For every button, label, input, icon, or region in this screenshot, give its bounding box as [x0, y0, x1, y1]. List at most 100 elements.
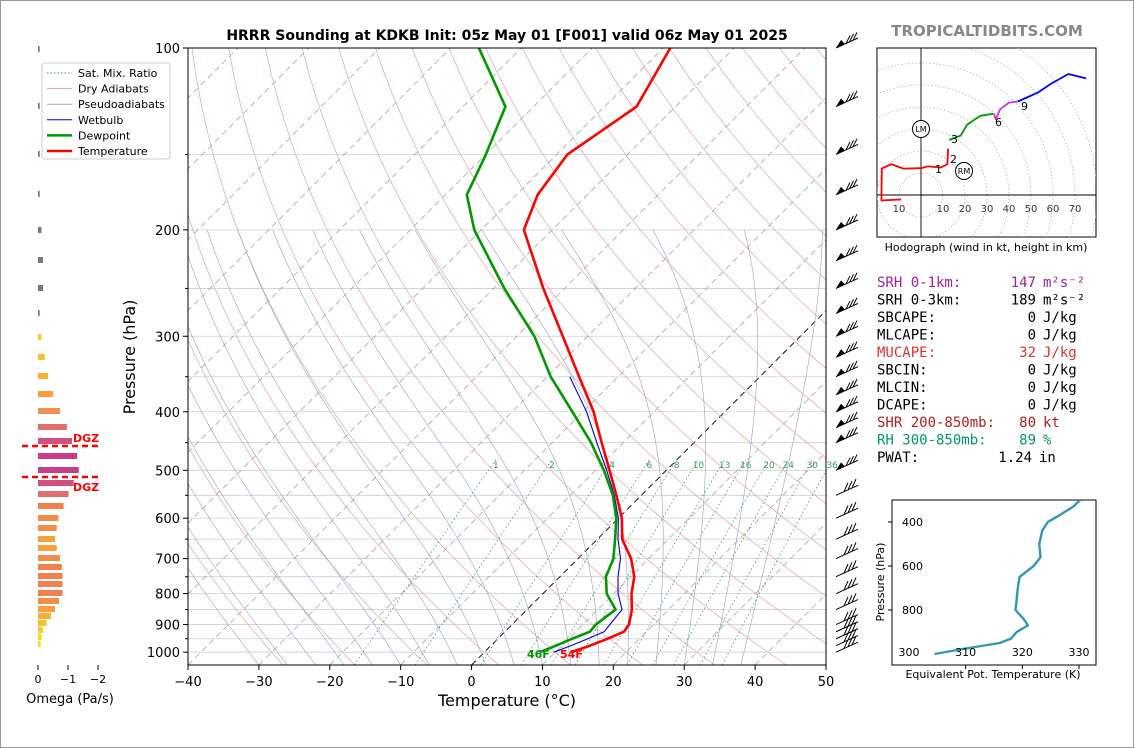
mixing-ratio-line [603, 459, 725, 665]
wind-barb [835, 411, 859, 429]
omega-bar [38, 408, 61, 414]
hodograph-trace [927, 148, 949, 169]
wind-barb [835, 213, 859, 231]
wind-barb [835, 297, 859, 314]
legend-label: Temperature [77, 145, 148, 158]
y-tick-label: 300 [155, 330, 180, 345]
index-row: RH 300-850mb: 89% [877, 433, 1052, 449]
theta-e-y-tick-label: 600 [902, 560, 923, 573]
index-value: 0 [1028, 363, 1036, 379]
index-unit: in [1039, 450, 1056, 466]
y-tick-label: 600 [155, 512, 180, 527]
omega-bar [38, 103, 40, 109]
y-axis-ticks: 100 200 300 400 500 600 700 800 900 1000 [147, 42, 188, 661]
index-label: SBCIN: [877, 363, 928, 379]
omega-bar [38, 503, 64, 509]
wind-barb [835, 138, 859, 155]
index-unit: J/kg [1043, 398, 1077, 414]
pseudoadiabat [237, 229, 486, 665]
omega-bar [38, 480, 74, 486]
dry-adiabat [228, 48, 643, 665]
storm-motion-marker [912, 120, 930, 138]
omega-bar [38, 373, 49, 379]
isotherm [471, 309, 826, 665]
wind-barb [835, 395, 859, 413]
hodograph-trace [992, 100, 1018, 120]
x-tick-label: 30 [676, 675, 693, 690]
x-tick-label: 0 [467, 675, 475, 690]
plot-frame [187, 47, 827, 666]
x-tick-label: 40 [747, 675, 764, 690]
pseudoadiabat [206, 229, 458, 665]
index-row: SBCIN: 0 J/kg [877, 363, 1077, 379]
hodograph-height-label: 6 [995, 116, 1002, 129]
omega-bar [38, 467, 79, 473]
pseudoadiabat [740, 229, 823, 665]
wind-barb [835, 635, 859, 653]
pseudoadiabat [188, 384, 373, 665]
legend-box [41, 62, 171, 160]
dry-adiabat [338, 48, 826, 645]
index-unit: J/kg [1043, 380, 1077, 396]
pseudoadiabat [188, 255, 430, 665]
skewt-plot: 1 2 4 6 8 10 13 16 20 24 30 36 −40 −30 −20 −10 0 10 20 30 4… [0, 42, 838, 710]
index-value: 189 [1011, 293, 1036, 309]
mixing-ratio-label: 6 [646, 461, 652, 471]
dewpoint-profile-line [465, 48, 618, 654]
hodograph-caption: Hodograph (wind in kt, height in km) [885, 241, 1088, 254]
wind-barb [835, 542, 859, 560]
wind-barb [835, 90, 859, 108]
isotherm [542, 380, 826, 665]
isotherm [258, 97, 826, 665]
index-value: 0 [1028, 398, 1036, 414]
omega-bar [38, 581, 63, 587]
index-value: 1.24 [998, 450, 1032, 466]
mixing-ratio-line [574, 459, 699, 665]
surface-dewpoint-label: 46F [527, 648, 550, 661]
dry-adiabat [264, 48, 715, 665]
omega-bar [38, 438, 72, 444]
dgz-bottom-label: DGZ [73, 481, 99, 494]
index-value: 0 [1028, 310, 1036, 326]
isotherm [329, 168, 826, 665]
theta-e-y-tick-label: 400 [902, 516, 923, 529]
mixing-ratio-label: 20 [763, 461, 775, 471]
pseudoadiabat [561, 229, 664, 665]
mixing-ratio-line [721, 469, 826, 665]
theta-e-x-tick-label: 330 [1069, 646, 1090, 659]
wind-barb [835, 629, 859, 647]
hodograph-ring-label: 60 [1047, 204, 1060, 215]
pseudoadiabat [652, 229, 706, 665]
temperature-profile-line [522, 48, 672, 654]
index-label: MLCAPE: [877, 328, 936, 344]
isotherm [613, 451, 826, 665]
theta-e-frame [891, 499, 1097, 666]
omega-bar [38, 334, 42, 340]
pseudoadiabat [188, 436, 345, 665]
hodograph-ring-label: 10 [893, 204, 906, 215]
wind-barb [835, 501, 859, 519]
omega-bar [38, 515, 59, 521]
mixing-ratio-label: 16 [740, 461, 752, 471]
omega-bar [38, 285, 44, 291]
legend-label: Pseudoadiabats [78, 98, 165, 111]
mixing-ratio-line [673, 459, 789, 665]
profile-lines [465, 48, 672, 654]
omega-bar [38, 564, 62, 570]
omega-tick-label: −2 [90, 673, 106, 686]
omega-bar [38, 606, 55, 612]
theta-e-y-tick-label: 800 [902, 604, 923, 617]
index-value: 0 [1028, 328, 1036, 344]
x-tick-label: −10 [387, 675, 414, 690]
dry-adiabat [558, 48, 826, 369]
hodograph-ring-label: 70 [1069, 204, 1082, 215]
hodograph-ring-label: 50 [1025, 204, 1038, 215]
index-value: 89 [1019, 433, 1036, 449]
dry-adiabat [485, 48, 826, 459]
pseudoadiabat [312, 229, 543, 665]
isotherm [0, 48, 25, 665]
mixing-ratio-label: 1 [493, 461, 499, 471]
omega-bar [38, 46, 40, 52]
mixing-ratio-line [521, 459, 650, 665]
dry-adiabat [448, 48, 826, 505]
